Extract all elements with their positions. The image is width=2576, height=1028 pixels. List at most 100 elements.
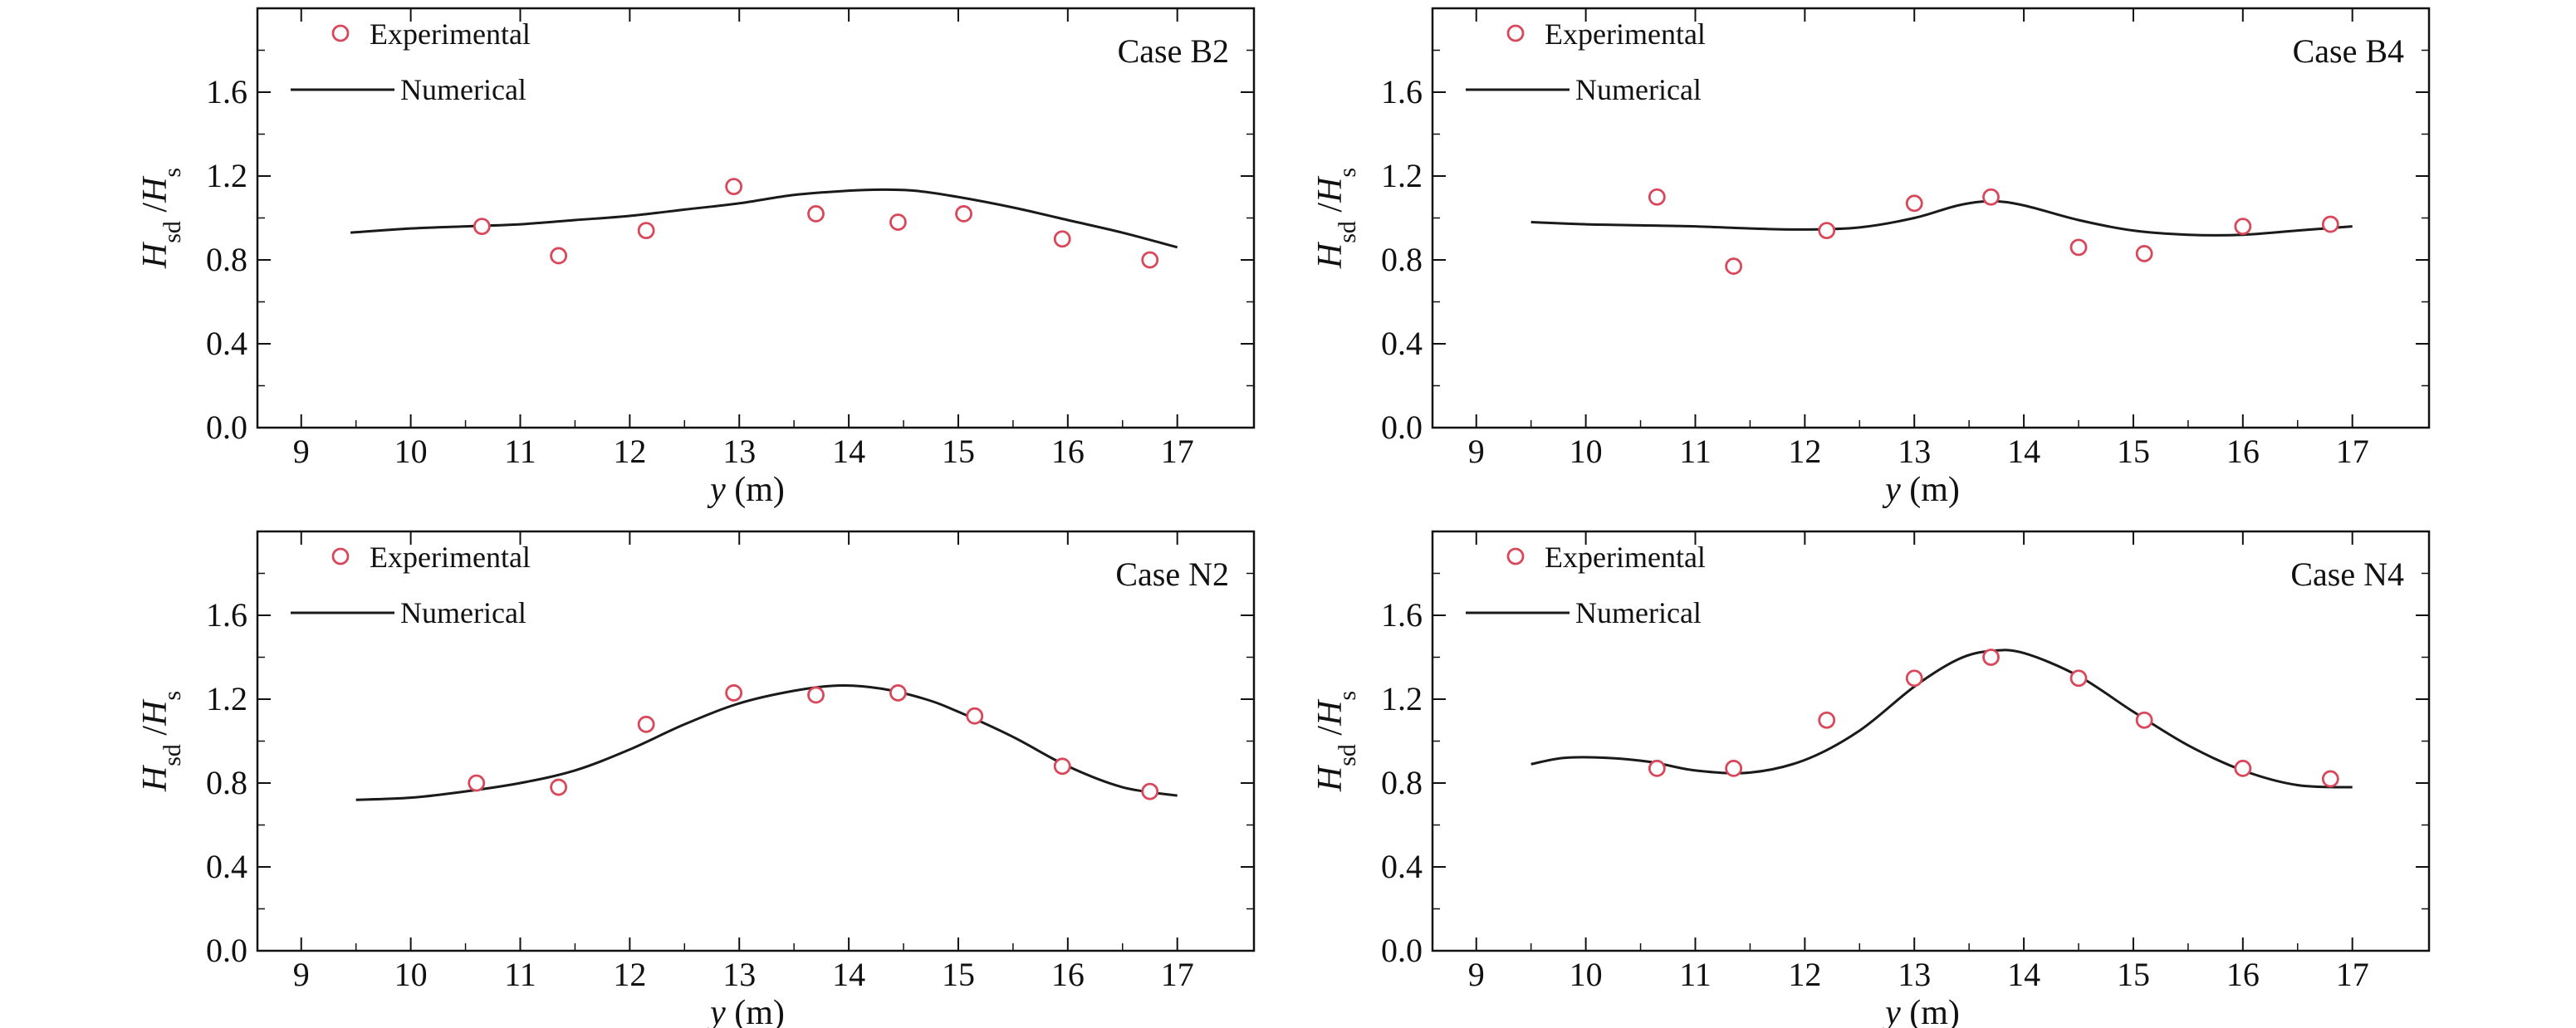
x-tick-label: 11 xyxy=(504,433,536,470)
x-tick-label: 16 xyxy=(1051,956,1085,993)
x-tick-label: 13 xyxy=(1898,956,1931,993)
experimental-point xyxy=(1725,759,1743,777)
x-tick-label: 17 xyxy=(2336,956,2369,993)
x-tick-label: 10 xyxy=(394,956,428,993)
x-tick-label: 9 xyxy=(1468,433,1485,470)
legend-label-numerical: Numerical xyxy=(1575,596,1702,629)
experimental-point xyxy=(955,205,972,223)
experimental-point xyxy=(637,222,655,240)
y-axis-title: Hsd /Hs xyxy=(136,691,186,792)
experimental-point xyxy=(807,205,825,223)
x-tick-label: 13 xyxy=(722,956,756,993)
y-tick-label: 0.8 xyxy=(206,764,247,801)
chart-panel-2: 9 10 11 12 13 14 15 16 17 0.0 0.4 0.8 1.2 1.6 Experime… xyxy=(1311,7,2431,509)
case-label: Case N2 xyxy=(1115,556,1229,593)
y-axis-title: Hsd /Hs xyxy=(1311,691,1361,792)
x-tick-label: 15 xyxy=(942,433,975,470)
experimental-point xyxy=(1818,711,1836,729)
x-tick-label: 15 xyxy=(2117,956,2150,993)
experimental-point xyxy=(889,684,907,702)
experimental-point xyxy=(1648,188,1666,206)
x-tick-label: 13 xyxy=(1898,433,1931,470)
experimental-point xyxy=(1982,188,2000,206)
experimental-point xyxy=(2321,770,2339,788)
experimental-point xyxy=(1648,759,1666,777)
case-label: Case B2 xyxy=(1118,32,1229,70)
experimental-point xyxy=(2069,669,2088,688)
y-tick-label: 0.4 xyxy=(206,848,247,885)
y-tick-label: 0.0 xyxy=(1381,932,1423,969)
plot-frame xyxy=(1431,530,2431,952)
legend-label-numerical: Numerical xyxy=(400,596,526,629)
y-tick-label: 1.2 xyxy=(206,680,247,717)
legend-label-experimental: Experimental xyxy=(1545,17,1706,51)
experimental-point xyxy=(725,178,743,196)
experimental-point xyxy=(1905,194,1923,213)
plot-frame xyxy=(1431,7,2431,429)
x-tick-label: 12 xyxy=(1788,433,1821,470)
experimental-point xyxy=(2321,215,2339,233)
y-tick-label: 1.6 xyxy=(206,73,247,110)
legend-marker-experimental xyxy=(1506,24,1525,42)
y-tick-label: 0.8 xyxy=(1381,764,1423,801)
x-tick-label: 12 xyxy=(613,433,646,470)
experimental-point xyxy=(2135,245,2153,262)
x-tick-label: 11 xyxy=(1679,433,1712,470)
x-tick-label: 11 xyxy=(504,956,536,993)
experimental-point xyxy=(637,715,655,733)
y-tick-label: 1.6 xyxy=(1381,73,1423,110)
x-axis-title: y (m) xyxy=(707,994,785,1028)
experimental-point xyxy=(1141,251,1159,269)
legend-marker-experimental xyxy=(331,24,350,42)
x-axis-title: y (m) xyxy=(1882,994,1960,1028)
x-tick-label: 15 xyxy=(2117,433,2150,470)
experimental-point xyxy=(889,213,907,231)
x-tick-label: 9 xyxy=(1468,956,1485,993)
x-tick-label: 10 xyxy=(1570,956,1603,993)
experimental-point xyxy=(1982,649,2000,666)
legend-label-experimental: Experimental xyxy=(370,17,531,51)
y-tick-label: 1.2 xyxy=(1381,157,1423,194)
chart-panel-4: 9 10 11 12 13 14 15 16 17 0.0 0.4 0.8 1.2 1.6 Experime… xyxy=(1311,530,2431,1028)
x-tick-label: 15 xyxy=(942,956,975,993)
x-tick-label: 16 xyxy=(2226,956,2260,993)
y-tick-label: 0.0 xyxy=(206,932,247,969)
y-tick-label: 0.0 xyxy=(1381,409,1423,446)
x-tick-label: 10 xyxy=(1570,433,1603,470)
x-tick-label: 14 xyxy=(2007,956,2040,993)
x-tick-label: 11 xyxy=(1679,956,1712,993)
experimental-point xyxy=(1905,669,1923,688)
x-tick-label: 17 xyxy=(2336,433,2369,470)
y-tick-label: 1.2 xyxy=(206,157,247,194)
numerical-series-line xyxy=(355,684,1178,801)
plot-frame xyxy=(256,530,1256,952)
x-axis-title: y (m) xyxy=(1882,471,1960,509)
y-tick-label: 1.2 xyxy=(1381,680,1423,717)
y-tick-label: 0.0 xyxy=(206,409,247,446)
numerical-series-line xyxy=(350,188,1178,249)
x-tick-label: 16 xyxy=(1051,433,1085,470)
legend-label-numerical: Numerical xyxy=(1575,73,1702,106)
experimental-point xyxy=(2135,711,2153,729)
case-label: Case N4 xyxy=(2290,556,2404,593)
x-tick-label: 12 xyxy=(1788,956,1821,993)
legend-marker-experimental xyxy=(331,547,350,565)
experimental-point xyxy=(1818,222,1836,240)
x-tick-label: 10 xyxy=(394,433,428,470)
x-tick-label: 9 xyxy=(293,433,310,470)
y-tick-label: 0.4 xyxy=(1381,325,1423,362)
x-tick-label: 17 xyxy=(1161,956,1194,993)
x-tick-label: 16 xyxy=(2226,433,2260,470)
x-tick-label: 12 xyxy=(613,956,646,993)
experimental-point xyxy=(468,774,486,792)
experimental-point xyxy=(1141,782,1159,800)
y-tick-label: 0.4 xyxy=(206,325,247,362)
x-tick-label: 9 xyxy=(293,956,310,993)
experimental-point xyxy=(966,707,984,725)
experimental-point xyxy=(2234,759,2252,777)
experimental-point xyxy=(2069,238,2088,257)
legend-label-experimental: Experimental xyxy=(1545,541,1706,574)
x-tick-label: 14 xyxy=(832,956,865,993)
y-axis-title: Hsd /Hs xyxy=(1311,168,1361,269)
chart-panel-1: 9 10 11 12 13 14 15 16 17 0.0 0.4 0.8 1.2 1.6 Experime… xyxy=(136,7,1256,509)
